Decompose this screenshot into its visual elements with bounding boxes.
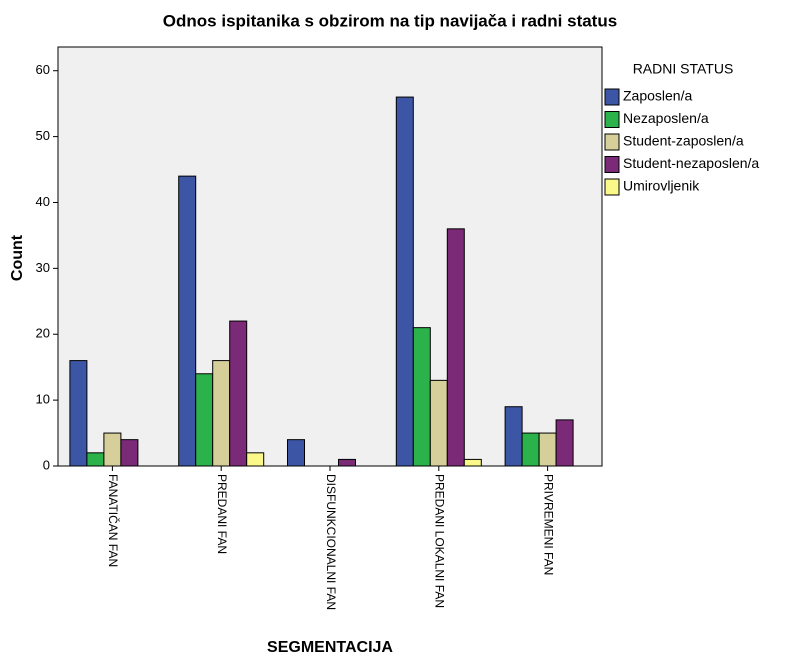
plot-area <box>57 46 603 467</box>
y-tick-label: 0 <box>43 457 50 472</box>
legend-swatch <box>604 111 620 128</box>
x-tick-label: DISFUNKCIONALNI FAN <box>324 474 338 610</box>
bar <box>504 406 523 467</box>
x-axis-label: SEGMENTACIJA <box>267 639 393 656</box>
legend-label: Umirovljenik <box>623 178 700 194</box>
bar <box>120 439 139 467</box>
bar <box>69 360 88 467</box>
bar <box>338 458 356 467</box>
bar <box>555 419 574 467</box>
bar <box>86 452 105 467</box>
bar <box>446 228 465 467</box>
x-tick-label: PREDANI FAN <box>215 474 229 554</box>
y-tick-label: 60 <box>36 62 50 77</box>
legend-swatch <box>604 133 620 151</box>
legend-label: Student-zaposlen/a <box>623 133 744 149</box>
legend-title: RADNI STATUS <box>633 61 734 77</box>
legend-label: Zaposlen/a <box>623 88 692 104</box>
chart-title: Odnos ispitanika s obzirom na tip navija… <box>163 11 617 30</box>
bar <box>538 432 557 467</box>
y-tick-label: 40 <box>36 194 50 209</box>
bar <box>287 439 305 467</box>
x-tick-label: FANATIČAN FAN <box>106 474 121 567</box>
bar <box>103 432 122 467</box>
bar <box>429 379 448 467</box>
bar <box>246 452 265 467</box>
legend-swatch <box>604 88 620 106</box>
legend-label: Student-nezaposlen/a <box>623 155 759 171</box>
legend-swatch <box>604 156 620 173</box>
legend-label: Nezaposlen/a <box>623 110 709 126</box>
y-tick-label: 20 <box>36 326 50 341</box>
y-tick-label: 50 <box>36 128 50 143</box>
bar <box>229 320 248 467</box>
bar <box>521 432 540 467</box>
y-tick-label: 30 <box>36 260 50 275</box>
bar <box>195 373 214 467</box>
y-axis-label: Count <box>9 234 26 281</box>
bar <box>178 175 197 467</box>
x-tick-label: PRIVREMENI FAN <box>541 474 555 575</box>
legend-swatch <box>604 178 620 196</box>
bar <box>463 458 482 467</box>
bar <box>412 327 431 467</box>
bar <box>395 96 414 467</box>
x-tick-label: PREDANI LOKALNI FAN <box>433 474 447 608</box>
bar <box>212 360 231 467</box>
y-tick-label: 10 <box>36 392 50 407</box>
